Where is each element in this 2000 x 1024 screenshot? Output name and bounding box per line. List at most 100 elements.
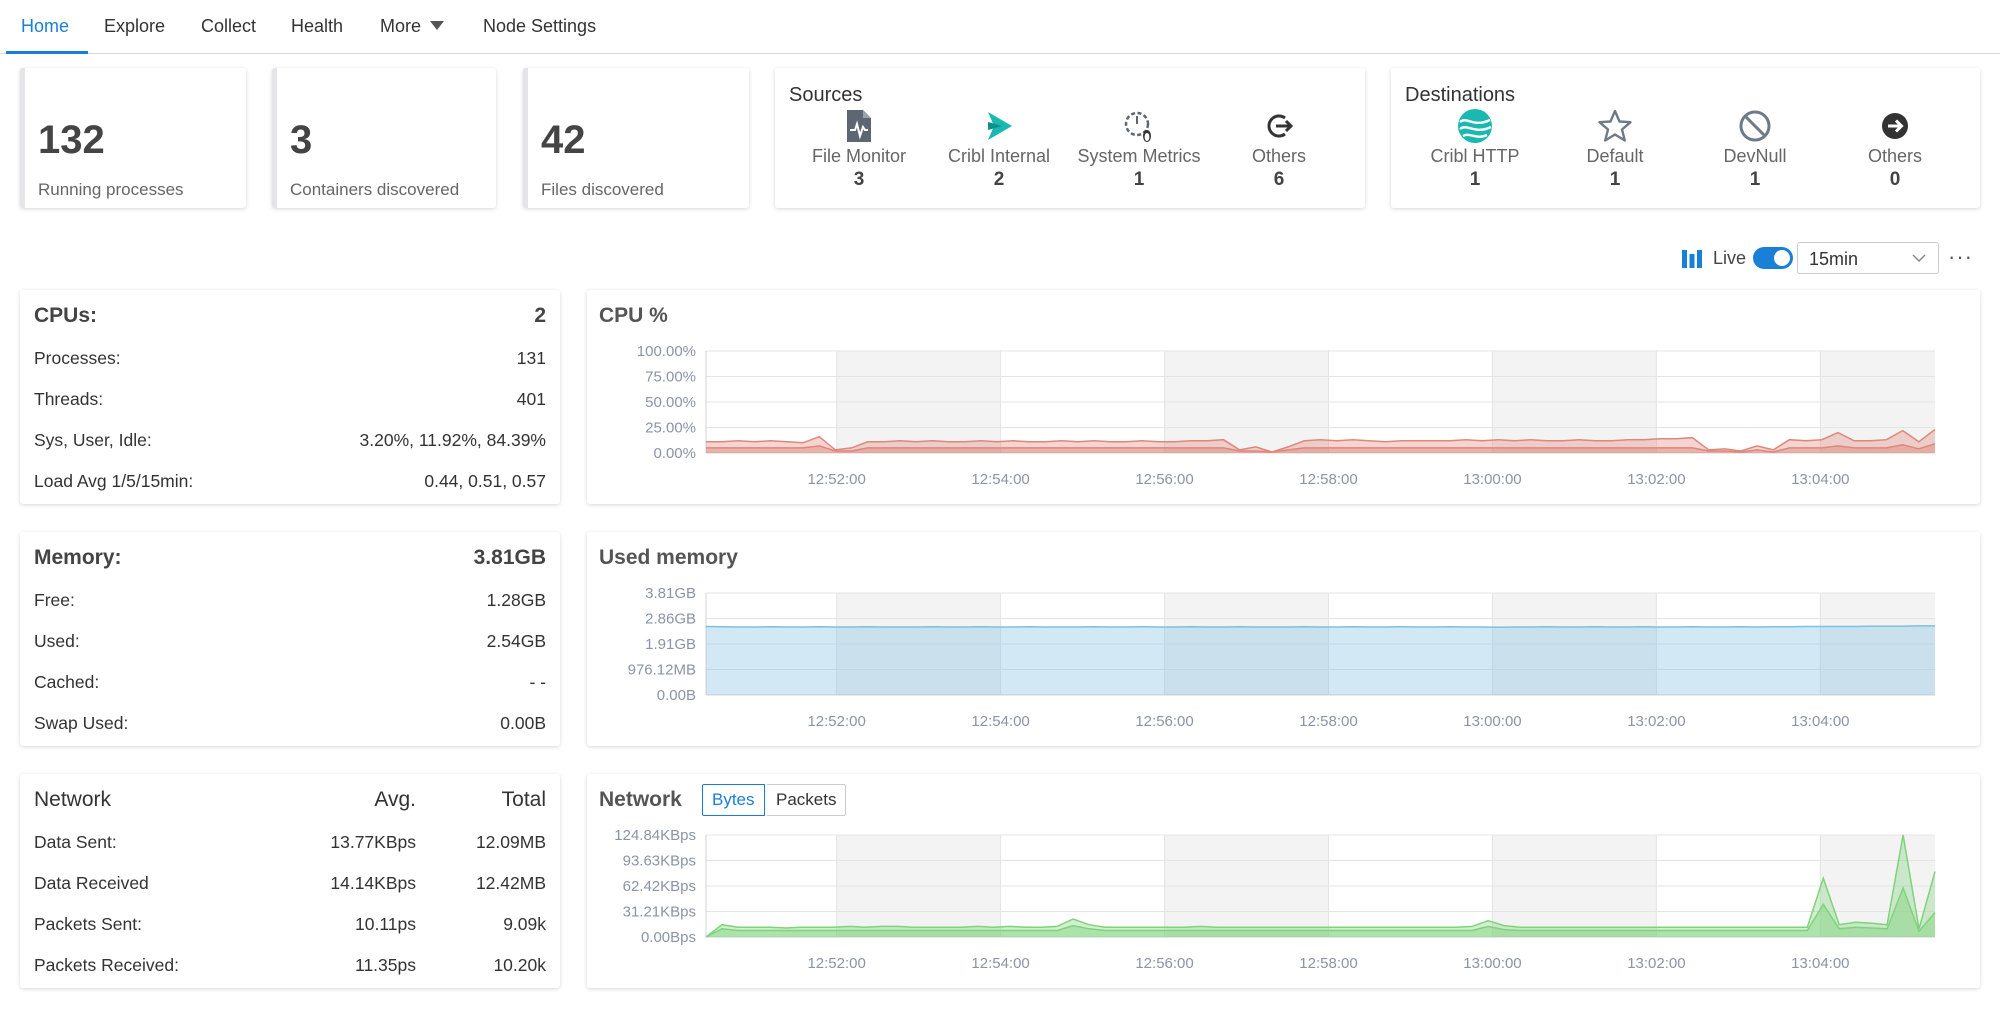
memory-stats-card: Memory: 3.81GB Free: 1.28GB Used: 2.54GB… <box>20 532 560 746</box>
x-tick-label: 13:00:00 <box>1463 955 1521 972</box>
x-tick-label: 13:04:00 <box>1791 471 1849 488</box>
chevron-down-icon <box>1912 254 1926 263</box>
sources-title: Sources <box>789 84 863 106</box>
x-tick-label: 12:54:00 <box>971 713 1029 730</box>
network-title: Network <box>34 788 112 811</box>
y-tick-label: 3.81GB <box>645 585 696 602</box>
destinations-title: Destinations <box>1405 84 1516 106</box>
tab-explore[interactable]: Explore <box>104 16 166 36</box>
source-label: System Metrics <box>1077 146 1201 166</box>
stat-card-containers-discovered[interactable]: 3 Containers discovered <box>272 68 496 208</box>
destination-label: DevNull <box>1723 146 1787 166</box>
source-cribl-internal[interactable]: Cribl Internal 2 <box>924 108 1074 191</box>
y-tick-label: 1.91GB <box>645 636 696 653</box>
cpu-chart-card: CPU % 100.00% 75.00% 50.00% 25.00% 0.00% 12:5… <box>587 290 1980 504</box>
tab-home[interactable]: Home <box>21 16 70 36</box>
network-row-total: 12.42MB <box>475 873 546 893</box>
x-tick-label: 13:02:00 <box>1627 713 1685 730</box>
tab-node-settings[interactable]: Node Settings <box>483 16 597 36</box>
network-avg-header: Avg. <box>374 788 416 811</box>
y-tick-label: 124.84KBps <box>614 827 696 844</box>
source-count: 2 <box>993 169 1005 190</box>
live-label: Live <box>1713 248 1747 268</box>
y-tick-label: 50.00% <box>645 394 696 411</box>
source-label: Others <box>1251 146 1307 166</box>
caret-down-icon <box>430 21 445 30</box>
stat-label: Running processes <box>38 180 184 199</box>
network-row-avg: 10.11ps <box>355 914 416 934</box>
cpu-title: CPUs: <box>34 304 98 327</box>
series-area <box>706 888 1935 937</box>
tab-collect[interactable]: Collect <box>201 16 257 36</box>
source-count: 6 <box>1273 169 1285 190</box>
source-system-metrics[interactable]: System Metrics 1 <box>1064 108 1214 191</box>
series-line <box>705 834 1936 938</box>
stat-card-running-processes[interactable]: 132 Running processes <box>20 68 246 208</box>
destination-label: Others <box>1867 146 1923 166</box>
live-toggle[interactable] <box>1753 247 1793 269</box>
live-chart-icon[interactable] <box>1681 248 1703 270</box>
x-tick-label: 12:56:00 <box>1135 471 1193 488</box>
source-file-monitor[interactable]: File Monitor 3 <box>784 108 934 191</box>
packets-toggle-button[interactable]: Packets <box>767 784 847 816</box>
y-tick-label: 976.12MB <box>628 662 696 679</box>
cribl-http-icon <box>1458 109 1492 143</box>
network-row-total: 10.20k <box>493 955 546 975</box>
series-area <box>706 625 1935 695</box>
network-row-total: 12.09MB <box>475 832 546 852</box>
x-tick-label: 12:52:00 <box>807 955 865 972</box>
stat-card-files-discovered[interactable]: 42 Files discovered <box>523 68 749 208</box>
cpu-stats-card: CPUs: 2 Processes: 131 Threads: 401 Sys,… <box>20 290 560 504</box>
memory-total: 3.81GB <box>473 546 546 569</box>
y-tick-label: 93.63KBps <box>623 853 696 870</box>
time-range-value: 15min <box>1809 249 1859 269</box>
memory-row-label: Free: <box>34 590 75 610</box>
network-chart-title: Network <box>599 788 682 811</box>
memory-row-label: Cached: <box>34 672 100 692</box>
network-row-avg: 11.35ps <box>355 955 416 975</box>
more-options-icon[interactable]: ··· <box>1948 244 1973 269</box>
cpu-chart: 100.00% 75.00% 50.00% 25.00% 0.00% 12:52:00 12… <box>637 343 1936 488</box>
cpu-row-label: Sys, User, Idle: <box>34 430 152 450</box>
memory-title: Memory: <box>34 546 122 569</box>
tab-health[interactable]: Health <box>291 16 344 36</box>
destination-count: 0 <box>1889 169 1901 190</box>
bytes-toggle-button[interactable]: Bytes <box>702 784 765 816</box>
memory-row-value: - - <box>529 672 546 692</box>
network-row-avg: 13.77KBps <box>330 832 416 852</box>
destination-label: Cribl HTTP <box>1430 146 1520 166</box>
cpu-row-value: 131 <box>516 348 546 368</box>
memory-row-value: 0.00B <box>500 713 546 733</box>
others-source-icon <box>1267 114 1294 138</box>
cpu-row-label: Processes: <box>34 348 121 368</box>
destination-count: 1 <box>1749 169 1761 190</box>
destination-count: 1 <box>1609 169 1621 190</box>
cpu-count: 2 <box>534 304 546 327</box>
destination-label: Default <box>1586 146 1644 166</box>
tab-more[interactable]: More <box>380 16 445 37</box>
series-line <box>706 428 1936 453</box>
network-row-label: Data Received <box>34 873 149 893</box>
destination-devnull[interactable]: DevNull 1 <box>1680 108 1830 191</box>
memory-row-label: Used: <box>34 631 80 651</box>
network-row-label: Data Sent: <box>34 832 117 852</box>
memory-chart-card: Used memory 3.81GB 2.86GB 1.91GB 976.12MB 0.… <box>587 532 1980 746</box>
source-count: 3 <box>853 169 865 190</box>
destination-cribl-http[interactable]: Cribl HTTP 1 <box>1400 108 1550 191</box>
time-range-select[interactable]: 15min <box>1797 242 1939 274</box>
cpu-row-label: Threads: <box>34 389 104 409</box>
source-others[interactable]: Others 6 <box>1204 108 1354 191</box>
active-tab-indicator <box>6 51 88 54</box>
network-row-label: Packets Sent: <box>34 914 142 934</box>
network-total-header: Total <box>501 788 546 811</box>
network-stats-card: Network Avg. Total Data Sent: 13.77KBps … <box>20 774 560 988</box>
y-tick-label: 62.42KBps <box>623 878 696 895</box>
source-label: Cribl Internal <box>947 146 1051 166</box>
devnull-icon <box>1739 110 1771 142</box>
y-tick-label: 2.86GB <box>645 611 696 628</box>
x-tick-label: 12:52:00 <box>807 713 865 730</box>
x-tick-label: 12:52:00 <box>807 471 865 488</box>
destination-others[interactable]: Others 0 <box>1820 108 1970 191</box>
series-area <box>706 834 1935 937</box>
destination-default[interactable]: Default 1 <box>1540 108 1690 191</box>
